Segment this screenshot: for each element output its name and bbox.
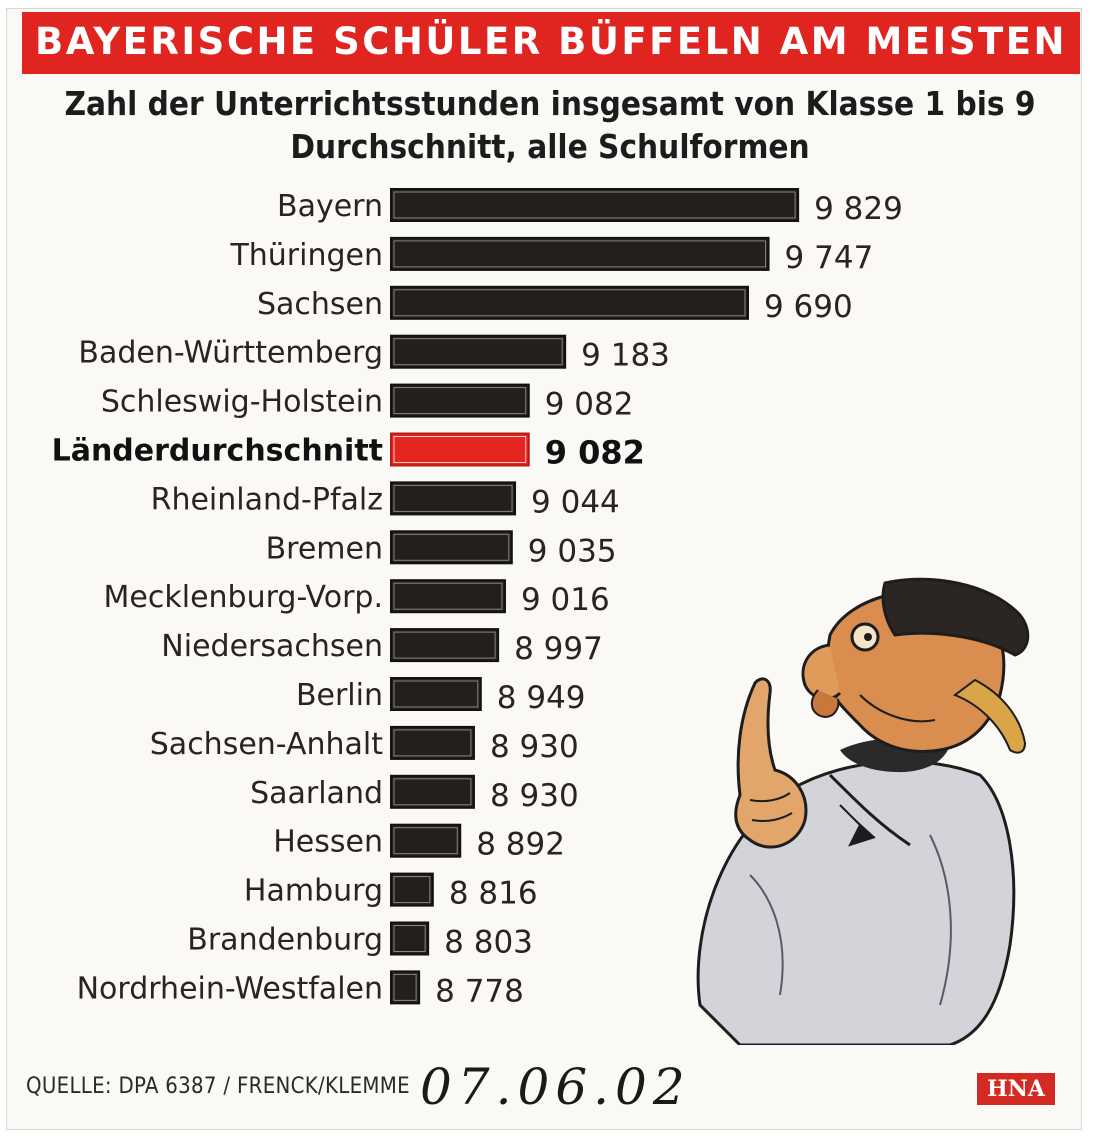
value-label: 9 082	[545, 434, 645, 472]
bar-highlight-edge	[393, 191, 796, 219]
value-label: 9 082	[545, 387, 634, 423]
value-label: 8 930	[490, 729, 579, 765]
value-label: 9 829	[814, 191, 903, 227]
bar-highlight-edge	[393, 729, 472, 757]
value-label: 8 949	[497, 680, 586, 716]
category-label: Hamburg	[244, 874, 383, 909]
category-label: Nordrhein-Westfalen	[77, 971, 383, 1006]
value-label: 9 183	[581, 338, 670, 374]
category-label: Saarland	[250, 776, 383, 811]
category-label: Bremen	[266, 531, 383, 566]
bar	[390, 725, 475, 760]
chart-subtitle-line1: Zahl der Unterrichtsstunden insgesamt vo…	[64, 84, 1036, 123]
value-label: 9 690	[764, 289, 853, 325]
bar-highlight-edge	[393, 876, 431, 904]
bar	[390, 921, 430, 956]
bar	[390, 530, 513, 565]
title-banner: BAYERISCHE SCHÜLER BÜFFELN AM MEISTEN	[22, 12, 1080, 74]
publisher-logo: HNA	[977, 1073, 1055, 1105]
value-label: 8 778	[435, 973, 524, 1009]
bar	[390, 970, 421, 1005]
value-label: 9 044	[531, 484, 620, 520]
bar-highlight-edge	[393, 827, 458, 855]
category-label: Baden-Württemberg	[78, 336, 383, 371]
category-label: Schleswig-Holstein	[101, 385, 383, 420]
chart-subtitle-line2: Durchschnitt, alle Schulformen	[290, 127, 810, 166]
source-note: QUELLE: DPA 6387 / FRENCK/KLEMME	[26, 1074, 410, 1099]
bar	[390, 774, 475, 809]
category-label: Mecklenburg-Vorp.	[104, 580, 383, 615]
bar	[390, 481, 517, 516]
value-label: 8 892	[476, 827, 565, 863]
bar	[390, 285, 749, 320]
bar	[390, 677, 482, 711]
category-label: Hessen	[273, 825, 383, 860]
bar	[390, 236, 770, 271]
category-label: Sachsen	[257, 287, 383, 322]
value-label: 8 816	[449, 876, 538, 912]
bar-highlight-edge	[393, 925, 426, 952]
bar-highlight-edge	[393, 778, 472, 806]
category-label: Brandenburg	[187, 923, 383, 958]
category-label: Bayern	[277, 189, 383, 224]
bar-highlight-edge	[393, 973, 417, 1001]
bar-highlight-edge	[393, 436, 527, 463]
value-label: 9 016	[521, 582, 610, 618]
value-label: 8 997	[514, 631, 603, 667]
bar-highlight-edge	[393, 387, 527, 415]
bar	[390, 334, 567, 369]
category-label: Länderdurchschnitt	[52, 434, 383, 469]
category-label: Berlin	[296, 678, 383, 713]
bar-highlight-edge	[393, 484, 513, 512]
handwritten-date: 07.06.02	[420, 1058, 691, 1116]
bar-highlight-edge	[393, 338, 563, 366]
bar-highlight-edge	[393, 240, 767, 268]
value-label: 8 930	[490, 778, 579, 814]
category-label: Thüringen	[229, 238, 383, 273]
bar	[390, 188, 800, 222]
value-label: 8 803	[444, 925, 533, 961]
bar-highlight-edge	[393, 289, 746, 317]
bar	[390, 383, 530, 418]
category-label: Sachsen-Anhalt	[150, 727, 383, 762]
bar	[390, 872, 434, 907]
category-label: Rheinland-Pfalz	[151, 482, 383, 517]
value-label: 9 747	[785, 240, 874, 276]
bar-highlight-edge	[393, 680, 479, 708]
bar-highlight-edge	[393, 533, 510, 561]
bar	[390, 579, 506, 614]
value-label: 9 035	[528, 533, 617, 569]
thinking-man-illustration	[696, 577, 1030, 1045]
bar	[390, 432, 530, 467]
chart-title: BAYERISCHE SCHÜLER BÜFFELN AM MEISTEN	[35, 20, 1067, 63]
category-label: Niedersachsen	[161, 629, 383, 664]
bar-highlight-edge	[393, 631, 496, 659]
bar-highlight-edge	[393, 582, 503, 610]
bar	[390, 628, 500, 663]
bar	[390, 823, 462, 858]
